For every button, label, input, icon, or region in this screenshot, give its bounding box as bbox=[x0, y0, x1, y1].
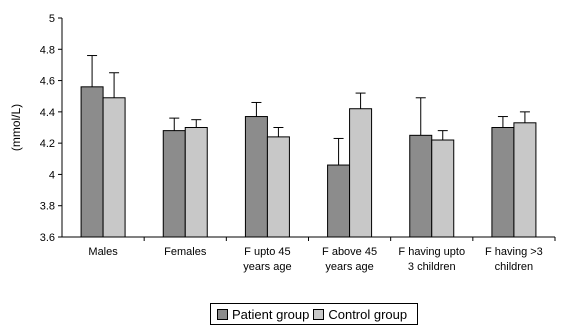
bar-control bbox=[184, 127, 208, 238]
bar-control bbox=[431, 139, 455, 238]
bar-patient bbox=[244, 116, 268, 238]
bar-control bbox=[513, 122, 537, 238]
bar-control bbox=[266, 136, 290, 238]
bar-chart: 3.6 3.8 4 4.2 4.4 4.6 4.8 5 (mmol/L) Males Females… bbox=[9, 13, 556, 273]
bars bbox=[80, 55, 537, 238]
y-tick-label: 4.4 bbox=[40, 107, 55, 119]
bar-patient bbox=[80, 86, 104, 238]
y-tick-label: 3.6 bbox=[40, 232, 55, 244]
y-tick-label: 5 bbox=[49, 13, 55, 25]
y-tick-label: 4 bbox=[49, 169, 55, 181]
legend-item-patient: Patient group bbox=[217, 307, 309, 322]
x-category-label: F upto 45 bbox=[244, 246, 290, 258]
y-tick-label: 4.8 bbox=[40, 44, 55, 56]
y-tick-label: 4.6 bbox=[40, 76, 55, 88]
axes bbox=[58, 17, 556, 241]
x-category-label: F above 45 bbox=[322, 246, 377, 258]
labels: 3.6 3.8 4 4.2 4.4 4.6 4.8 5 (mmol/L) Males Females… bbox=[9, 13, 543, 273]
x-category-label: years age bbox=[243, 261, 291, 273]
legend-item-control: Control group bbox=[313, 307, 407, 322]
legend-swatch-patient bbox=[217, 308, 228, 320]
bar-patient bbox=[162, 130, 186, 238]
x-category-label: Males bbox=[88, 246, 118, 258]
y-tick-label: 4.2 bbox=[40, 138, 55, 150]
bar-patient bbox=[409, 134, 433, 238]
legend-swatch-control bbox=[313, 308, 325, 320]
x-category-label: 3 children bbox=[408, 261, 456, 273]
bar-patient bbox=[327, 164, 351, 238]
x-category-label: children bbox=[495, 261, 534, 273]
y-axis-label: (mmol/L) bbox=[9, 104, 23, 151]
y-tick-label: 3.8 bbox=[40, 201, 55, 213]
x-category-label: F having >3 bbox=[485, 246, 543, 258]
legend-label-patient: Patient group bbox=[232, 306, 310, 322]
x-category-label: Females bbox=[164, 246, 207, 258]
legend: Patient group Control group bbox=[210, 303, 419, 325]
legend-label-control: Control group bbox=[328, 306, 408, 322]
x-category-label: years age bbox=[325, 261, 373, 273]
bar-control bbox=[102, 97, 126, 238]
x-category-label: F having upto bbox=[398, 246, 465, 258]
bar-control bbox=[349, 108, 373, 238]
bar-patient bbox=[491, 127, 515, 238]
